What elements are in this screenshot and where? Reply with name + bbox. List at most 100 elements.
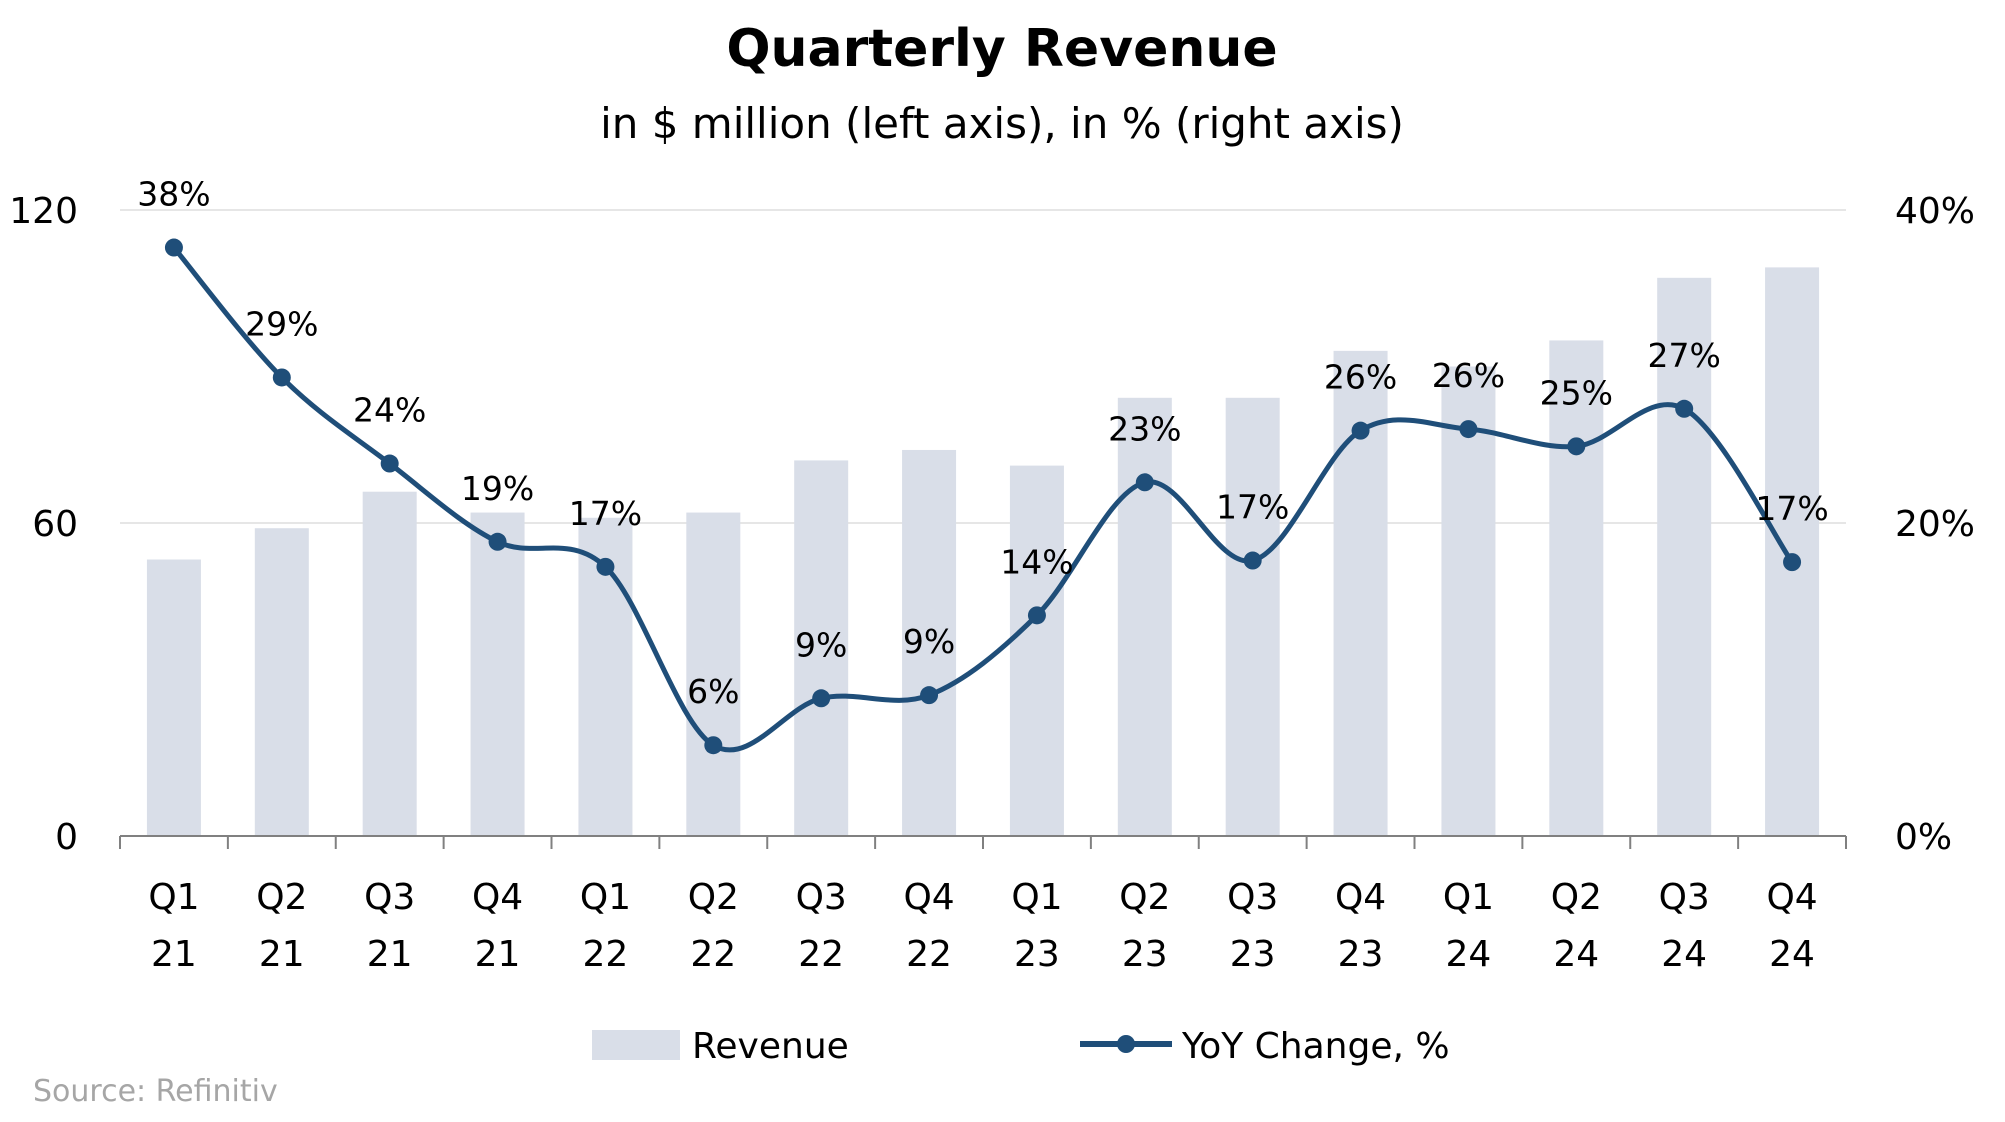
x-tick-label-quarter: Q3 [364, 877, 415, 918]
x-tick-label-year: 21 [475, 934, 521, 975]
x-tick-label-year: 23 [1122, 934, 1168, 975]
x-tick-label-year: 21 [151, 934, 197, 975]
yoy-change-point [812, 689, 831, 708]
legend-yoy-label: YoY Change, % [1181, 1026, 1450, 1067]
yoy-data-label: 23% [1108, 409, 1181, 448]
yoy-change-point [1135, 473, 1154, 492]
x-tick-label-year: 24 [1446, 934, 1492, 975]
yoy-change-point [1783, 553, 1802, 572]
x-tick-label-year: 23 [1014, 934, 1060, 975]
revenue-bar [1657, 277, 1712, 837]
yoy-change-point [272, 368, 291, 387]
revenue-bar [794, 460, 849, 836]
yoy-data-label: 25% [1540, 373, 1613, 412]
yoy-data-label: 14% [1000, 542, 1073, 581]
revenue-bar [146, 559, 201, 836]
x-tick-label-quarter: Q3 [1227, 877, 1278, 918]
yoy-data-label: 17% [569, 494, 642, 533]
yoy-change-point [1243, 551, 1262, 570]
yoy-change-series-line [172, 245, 1795, 753]
revenue-bar [1009, 465, 1064, 836]
yoy-change-line [164, 238, 1802, 755]
x-tick-label-year: 21 [259, 934, 305, 975]
x-tick-label-quarter: Q4 [1766, 877, 1817, 918]
yoy-data-label: 29% [245, 304, 318, 343]
yoy-data-label: 9% [795, 625, 847, 664]
chart-title: Quarterly Revenue [726, 19, 1277, 79]
x-tick-label-quarter: Q1 [148, 877, 199, 918]
x-tick-label-year: 21 [367, 934, 413, 975]
x-tick-label-quarter: Q4 [903, 877, 954, 918]
legend: Revenue YoY Change, % [592, 1026, 1450, 1067]
yoy-data-label: 27% [1648, 336, 1721, 375]
yoy-change-point [1459, 420, 1478, 439]
yoy-change-point [380, 454, 399, 473]
yoy-change-point [596, 557, 615, 576]
yoy-change-point [164, 238, 183, 257]
y-right-tick-label: 20% [1895, 504, 1975, 545]
yoy-change-point [1675, 399, 1694, 418]
x-tick-label-quarter: Q4 [472, 877, 523, 918]
yoy-change-point [920, 686, 939, 705]
revenue-bar [1441, 366, 1496, 836]
legend-yoy-swatch-marker [1117, 1035, 1135, 1053]
yoy-data-label: 17% [1216, 488, 1289, 527]
x-tick-label-quarter: Q3 [1659, 877, 1710, 918]
x-tick-label-year: 22 [798, 934, 844, 975]
legend-revenue-swatch [592, 1030, 680, 1060]
x-tick-label-year: 22 [583, 934, 629, 975]
yoy-change-point [1567, 437, 1586, 456]
x-axis [119, 835, 1847, 849]
x-tick-label-year: 23 [1230, 934, 1276, 975]
yoy-data-label: 6% [687, 672, 739, 711]
x-tick-label-year: 24 [1661, 934, 1707, 975]
revenue-bar [254, 528, 309, 836]
yoy-change-point [488, 532, 507, 551]
legend-revenue-label: Revenue [692, 1026, 849, 1067]
x-tick-label-quarter: Q3 [796, 877, 847, 918]
revenue-bar [1117, 397, 1172, 836]
yoy-data-label: 19% [461, 469, 534, 508]
x-tick-label-quarter: Q2 [256, 877, 307, 918]
revenue-bars [146, 267, 1820, 837]
yoy-change-point [704, 736, 723, 755]
revenue-bar [362, 491, 417, 836]
yoy-data-label: 17% [1755, 489, 1828, 528]
x-tick-label-quarter: Q1 [580, 877, 631, 918]
x-tick-label-quarter: Q2 [688, 877, 739, 918]
source-note: Source: Refinitiv [33, 1074, 278, 1109]
y-left-tick-label: 0 [55, 817, 78, 858]
yoy-data-label: 24% [353, 391, 426, 430]
x-tick-label-quarter: Q4 [1335, 877, 1386, 918]
revenue-bar [902, 449, 957, 836]
x-tick-label-quarter: Q1 [1443, 877, 1494, 918]
x-axis-ticks: Q1 21 Q2 21 Q3 21 Q4 21 Q1 22 Q2 22 Q3 22 Q4 22 Q1 23 Q2 23… [148, 877, 1817, 975]
x-tick-label-year: 24 [1769, 934, 1815, 975]
yoy-data-label: 9% [903, 622, 955, 661]
revenue-bar [1225, 397, 1280, 836]
chart-subtitle: in $ million (left axis), in % (right ax… [600, 99, 1404, 148]
y-left-tick-label: 120 [9, 191, 78, 232]
yoy-change-point [1027, 606, 1046, 625]
yoy-change-point [1351, 421, 1370, 440]
y-right-tick-label: 40% [1895, 191, 1975, 232]
y-axis-ticks: 0 60 120 0% 20% 40% [9, 191, 1975, 858]
x-tick-label-quarter: Q1 [1011, 877, 1062, 918]
yoy-data-labels: 38% 29% 24% 19% 17% 6% 9% 9% 14% 23% 17% 26% 26% 25% 2… [137, 175, 1828, 712]
x-tick-label-quarter: Q2 [1119, 877, 1170, 918]
revenue-bar [1549, 340, 1604, 836]
revenue-bar [1765, 267, 1820, 837]
x-tick-label-year: 22 [906, 934, 952, 975]
y-right-tick-label: 0% [1895, 817, 1952, 858]
x-tick-label-year: 24 [1553, 934, 1599, 975]
yoy-data-label: 26% [1432, 356, 1505, 395]
revenue-bar [686, 512, 741, 836]
revenue-bar [470, 512, 525, 836]
x-tick-label-year: 23 [1338, 934, 1384, 975]
y-left-tick-label: 60 [32, 504, 78, 545]
x-tick-label-year: 22 [690, 934, 736, 975]
yoy-data-label: 38% [137, 175, 210, 214]
yoy-data-label: 26% [1324, 358, 1397, 397]
x-tick-label-quarter: Q2 [1551, 877, 1602, 918]
